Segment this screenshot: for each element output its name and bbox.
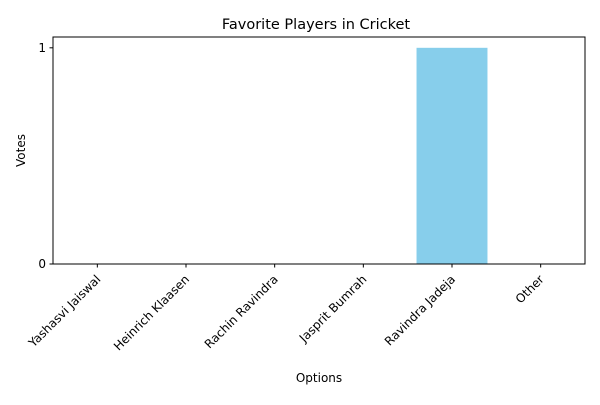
x-tick-label-2: Rachin Ravindra: [202, 272, 281, 351]
x-tick-label-0: Yashasvi Jaiswal: [25, 272, 103, 350]
x-tick-label-3: Jasprit Bumrah: [296, 272, 370, 346]
y-tick-label-1: 1: [38, 41, 46, 55]
plot-area-frame: [52, 36, 586, 265]
bar-4: [416, 47, 488, 264]
x-tick-label-5: Other: [513, 272, 547, 306]
y-tick-label-0: 0: [38, 257, 46, 271]
x-tick-label-1: Heinrich Klaasen: [111, 272, 192, 353]
chart-title: Favorite Players in Cricket: [222, 17, 411, 33]
bars-group: [416, 47, 488, 264]
x-axis-label: Options: [296, 371, 342, 385]
x-tick-label-4: Ravindra Jadeja: [382, 272, 458, 348]
y-axis-label: Votes: [14, 134, 28, 167]
x-axis-ticks: Yashasvi Jaiswal Heinrich Klaasen Rachin R…: [25, 264, 547, 353]
y-axis-ticks: 01: [38, 41, 53, 271]
